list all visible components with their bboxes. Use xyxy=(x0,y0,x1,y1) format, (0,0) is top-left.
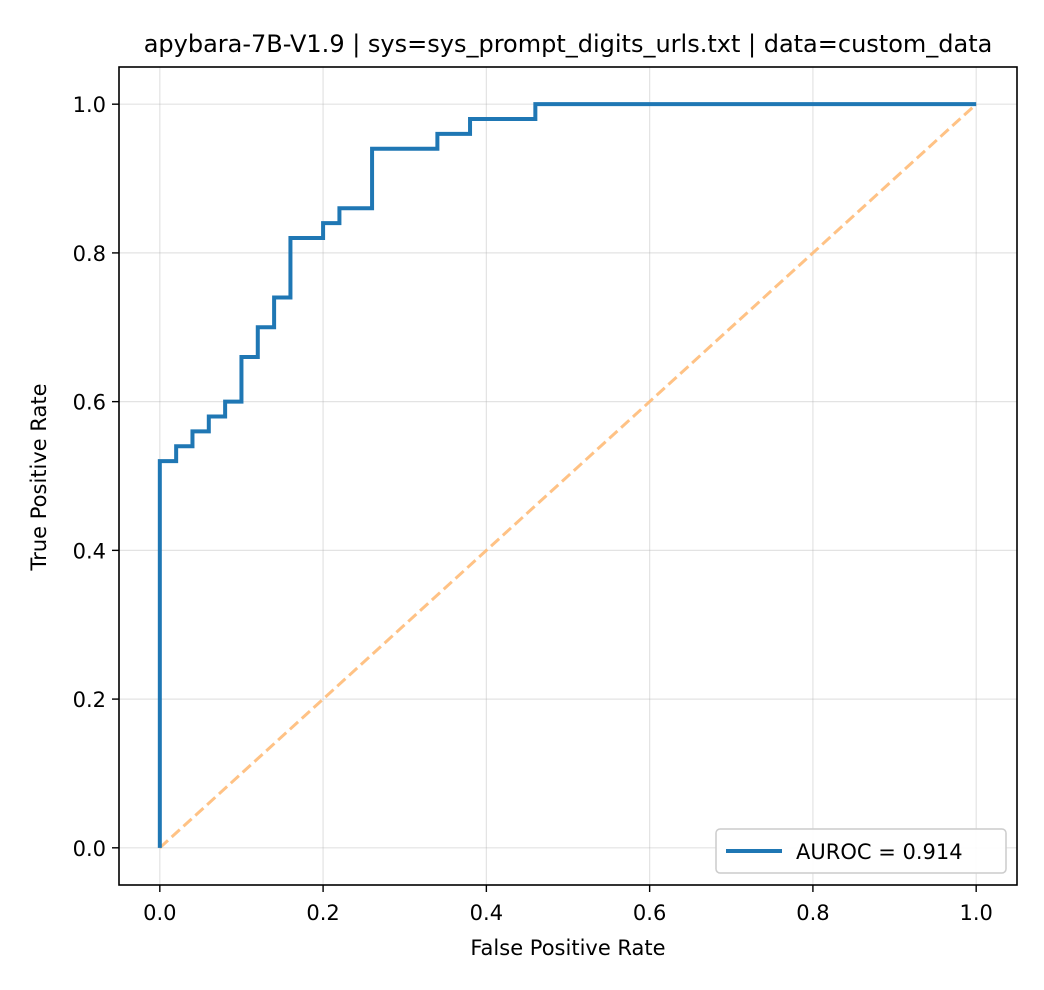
y-tick-label: 0.2 xyxy=(73,688,106,712)
y-tick-label: 0.6 xyxy=(73,391,106,415)
y-tick-label: 0.0 xyxy=(73,837,106,861)
x-tick-label: 1.0 xyxy=(959,901,992,925)
legend-box xyxy=(715,828,1007,874)
x-tick-label: 0.6 xyxy=(633,901,666,925)
chart-title: apybara-7B-V1.9 | sys=sys_prompt_digits_… xyxy=(144,30,993,58)
legend: AUROC = 0.914 xyxy=(715,828,1007,874)
x-tick-label: 0.2 xyxy=(306,901,339,925)
x-tick-label: 0.0 xyxy=(143,901,176,925)
grid-lines xyxy=(119,67,1017,885)
axis-ticks: 0.0 0.2 0.4 0.6 0.8 1.0 0.0 0.2 0.4 0.6 0.8 1.0 xyxy=(73,93,993,925)
series-group xyxy=(157,102,978,849)
x-tick-label: 0.4 xyxy=(470,901,503,925)
x-axis-label: False Positive Rate xyxy=(470,936,665,960)
roc-curve xyxy=(157,102,977,848)
plot-frame xyxy=(118,66,1018,886)
diagonal-reference-line xyxy=(158,103,978,849)
y-axis-label: True Positive Rate xyxy=(27,383,51,571)
legend-label: AUROC = 0.914 xyxy=(796,840,963,864)
x-tick-label: 0.8 xyxy=(796,901,829,925)
y-tick-label: 0.8 xyxy=(73,242,106,266)
y-tick-label: 0.4 xyxy=(73,539,106,563)
y-tick-label: 1.0 xyxy=(73,93,106,117)
